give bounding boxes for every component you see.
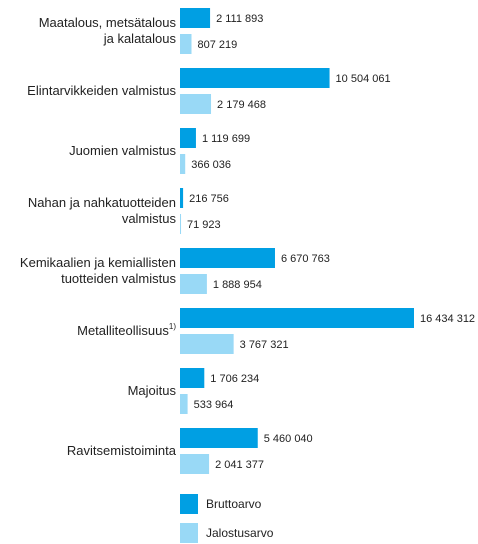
- bar: [180, 154, 186, 174]
- value-label: 71 923: [187, 219, 221, 231]
- value-label: 2 041 377: [215, 459, 264, 471]
- value-label: 216 756: [189, 193, 229, 205]
- bar: [180, 334, 234, 354]
- value-label: 1 119 699: [202, 133, 250, 145]
- bar: [180, 368, 205, 388]
- bar: [180, 394, 188, 414]
- bar: [180, 428, 258, 448]
- value-label: 807 219: [197, 39, 237, 51]
- value-label: 1 888 954: [213, 279, 262, 291]
- legend-swatch: [180, 523, 198, 543]
- category-text: Majoitus: [127, 383, 176, 398]
- bar: [180, 248, 275, 268]
- bar: [180, 128, 196, 148]
- value-label: 533 964: [194, 399, 234, 411]
- legend-label: Jalostusarvo: [206, 526, 274, 540]
- category-label: Nahan ja nahkatuotteiden valmistus: [0, 195, 176, 227]
- bar: [180, 94, 212, 114]
- category-text: Nahan ja nahkatuotteiden valmistus: [27, 195, 176, 226]
- footnote-mark: 1): [168, 322, 176, 331]
- category-text: Kemikaalien ja kemiallisten tuotteiden v…: [19, 255, 176, 286]
- category-label: Metalliteollisuus1): [0, 323, 176, 339]
- category-text: Metalliteollisuus: [77, 323, 169, 338]
- bar: [180, 214, 182, 234]
- category-text: Elintarvikkeiden valmistus: [27, 83, 176, 98]
- category-text: Maatalous, metsätalous ja kalatalous: [38, 15, 176, 46]
- category-label: Ravitsemistoiminta: [0, 443, 176, 459]
- category-label: Elintarvikkeiden valmistus: [0, 83, 176, 99]
- category-label: Maatalous, metsätalous ja kalatalous: [0, 15, 176, 47]
- value-label: 10 504 061: [336, 73, 391, 85]
- value-label: 5 460 040: [264, 433, 313, 445]
- category-text: Juomien valmistus: [69, 143, 176, 158]
- bar: [180, 68, 330, 88]
- legend-swatch: [180, 494, 198, 514]
- value-label: 366 036: [191, 159, 231, 171]
- bar: [180, 188, 184, 208]
- category-label: Majoitus: [0, 383, 176, 399]
- value-label: 1 706 234: [210, 373, 259, 385]
- value-label: 2 111 893: [216, 13, 263, 25]
- value-label: 6 670 763: [281, 253, 330, 265]
- bar: [180, 34, 192, 54]
- category-text: Ravitsemistoiminta: [66, 443, 176, 458]
- bar: [180, 308, 414, 328]
- category-label: Kemikaalien ja kemiallisten tuotteiden v…: [0, 255, 176, 287]
- value-label: 2 179 468: [217, 99, 266, 111]
- value-label: 3 767 321: [240, 339, 289, 351]
- bar: [180, 454, 210, 474]
- bar: [180, 274, 207, 294]
- value-label: 16 434 312: [420, 313, 475, 325]
- bar: [180, 8, 211, 28]
- category-label: Juomien valmistus: [0, 143, 176, 159]
- legend-label: Bruttoarvo: [206, 497, 262, 511]
